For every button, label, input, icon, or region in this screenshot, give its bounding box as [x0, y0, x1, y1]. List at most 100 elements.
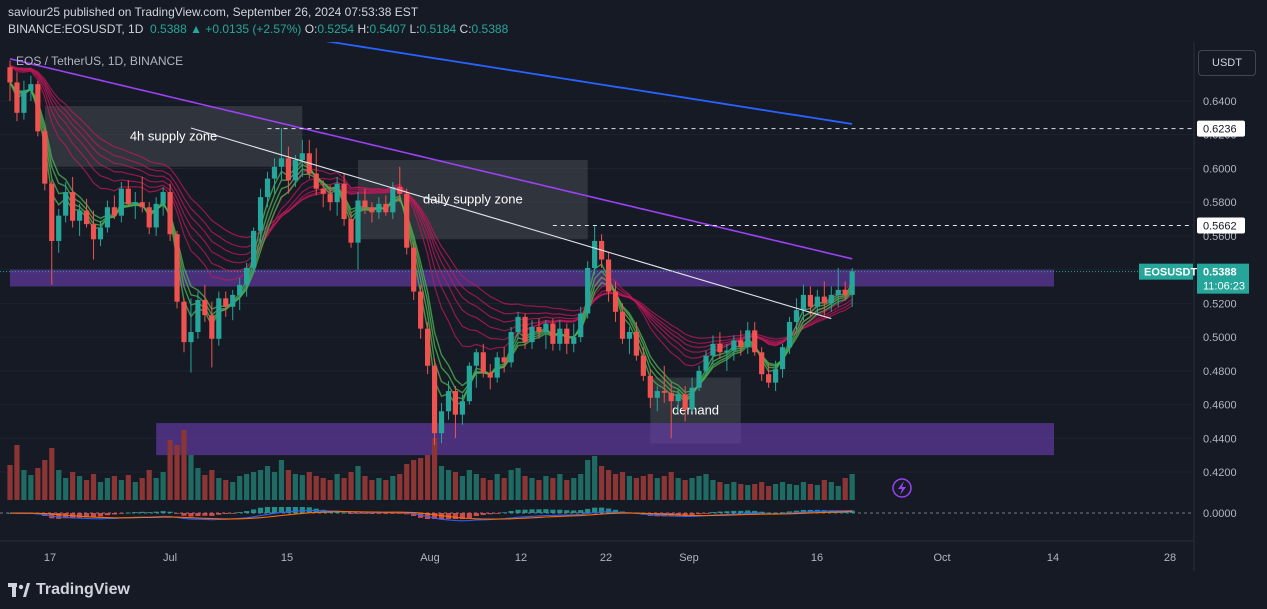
volume-bar — [167, 440, 173, 500]
macd-histogram-bar — [125, 512, 131, 514]
volume-bar — [390, 476, 396, 500]
candle-body — [564, 328, 570, 344]
volume-bar — [599, 466, 605, 500]
volume-bar — [835, 486, 841, 500]
volume-bar — [480, 478, 486, 500]
volume-bar — [731, 482, 737, 500]
volume-bar — [466, 470, 472, 500]
macd-histogram-bar — [731, 510, 737, 513]
macd-histogram-bar — [585, 508, 591, 513]
volume-bar — [63, 478, 69, 500]
price-axis: 0.64000.62000.60000.58000.56000.54000.52… — [1139, 42, 1249, 571]
candle-body — [557, 328, 563, 344]
volume-bar — [821, 480, 827, 500]
candle-body — [188, 332, 194, 343]
macd-histogram-bar — [599, 507, 605, 513]
volume-bar — [153, 478, 159, 500]
zone-0 — [44, 106, 303, 167]
candle-body — [320, 188, 326, 194]
macd-histogram-bar — [724, 511, 730, 513]
volume-bar — [278, 460, 285, 500]
price-chart[interactable]: 4h supply zone daily supply zone demand 0.… — [0, 42, 1267, 571]
symbol-quote-line: BINANCE:EOSUSDT, 1D 0.5388 ▲ +0.0135 (+2… — [8, 22, 508, 36]
footer: TradingView — [0, 571, 1267, 609]
volume-bar — [571, 478, 577, 500]
macd-histogram-bar — [605, 508, 612, 513]
candle-body — [619, 311, 626, 339]
candle-body — [661, 391, 667, 393]
volume-bar — [578, 474, 584, 500]
macd-histogram-bar — [773, 512, 779, 514]
candle-body — [77, 210, 83, 221]
volume-bar — [522, 476, 528, 500]
volume-bar — [327, 480, 333, 500]
open-value: 0.5254 — [317, 22, 355, 36]
candle-body — [90, 224, 97, 240]
volume-bar — [849, 474, 855, 500]
drawings-layer — [0, 127, 1193, 320]
volume-bar — [529, 478, 535, 500]
macd-histogram-bar — [612, 509, 619, 513]
candle-body — [341, 183, 347, 220]
volume-bar — [341, 478, 347, 500]
price-tick-label: 0.5800 — [1203, 197, 1237, 209]
candle-body — [21, 90, 27, 113]
macd-histogram-bar — [543, 509, 549, 513]
candle-body — [292, 160, 298, 181]
volume-bar — [807, 484, 813, 500]
price-label-box — [1197, 217, 1245, 234]
candle-body — [7, 67, 13, 83]
time-tick-label: 17 — [44, 552, 56, 564]
macd-histogram-bar — [682, 513, 688, 517]
low-value: 0.5184 — [419, 22, 457, 36]
candle-body — [515, 316, 521, 333]
candle-body — [383, 203, 389, 213]
volume-bar — [696, 476, 702, 500]
time-tick-label: Oct — [933, 552, 950, 564]
candle-body — [285, 158, 291, 181]
volume-bar — [362, 476, 368, 500]
macd-histogram-bar — [703, 513, 709, 514]
candle-body — [35, 84, 41, 132]
volume-bar — [271, 472, 278, 500]
candle-body — [529, 326, 535, 343]
candle-body — [543, 323, 549, 333]
volume-bar — [181, 430, 187, 500]
macd-histogram-bar — [710, 512, 716, 513]
candle-body — [230, 294, 236, 307]
candle-body — [411, 247, 417, 292]
candle-body — [425, 328, 431, 366]
close-value: 0.5388 — [471, 22, 509, 36]
volume-bar — [675, 478, 681, 500]
candle-body — [452, 391, 459, 415]
change-value: ▲ +0.0135 (+2.57%) — [190, 22, 302, 36]
candle-body — [160, 192, 166, 204]
macd-histogram-bar — [97, 513, 104, 517]
candle-body — [654, 391, 660, 398]
volume-bar — [397, 474, 403, 500]
volume-bar — [355, 466, 361, 500]
candle-body — [592, 240, 598, 268]
price-tick-label: 0.4200 — [1203, 467, 1237, 479]
chart-symbol-title: EOS / TetherUS, 1D, BINANCE — [16, 54, 184, 68]
macd-histogram-bar — [759, 511, 765, 513]
volume-bar — [70, 472, 76, 500]
candle-body — [181, 301, 187, 343]
macd-histogram-bar — [800, 509, 807, 513]
price-tick-label: 0.4800 — [1203, 366, 1237, 378]
price-tick-label: 0.5000 — [1203, 332, 1237, 344]
trendline — [190, 127, 832, 320]
currency-unit-button[interactable]: USDT — [1198, 50, 1256, 76]
volume-bar — [786, 484, 793, 500]
macd-histogram-bar — [571, 510, 577, 513]
candles-layer[interactable] — [7, 60, 855, 446]
macd-histogram-bar — [654, 513, 660, 517]
volume-bar — [661, 476, 667, 500]
volume-bar — [543, 476, 549, 500]
macd-histogram-bar — [132, 512, 138, 513]
candle-body — [689, 387, 695, 410]
ema-ribbon-red-25 — [9, 65, 853, 340]
volume-bar — [473, 474, 479, 500]
macd-pane — [0, 478, 1193, 522]
candle-body — [313, 173, 319, 189]
